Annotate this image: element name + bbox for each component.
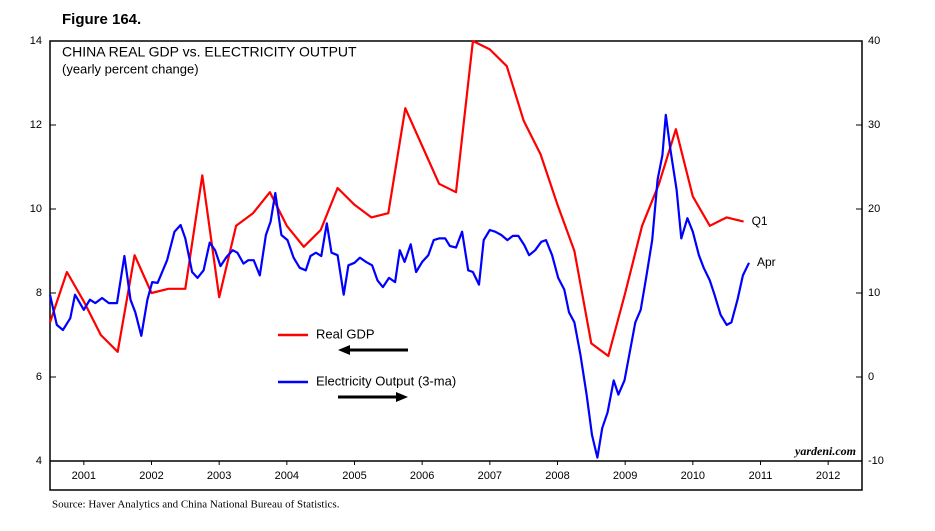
y-tick-label: 8 [36,287,42,299]
x-tick-label: 2004 [275,470,299,482]
figure-label: Figure 164. [62,11,141,28]
x-tick-label: 2012 [816,470,840,482]
plot-frame [49,40,863,491]
x-tick-label: 2010 [681,470,705,482]
chart-subtitle: (yearly percent change) [62,61,199,76]
y2-tick-label: 30 [868,119,880,131]
source-note: Source: Haver Analytics and China Nation… [52,499,340,511]
x-tick-label: 2009 [613,470,637,482]
y-tick-label: 12 [30,119,42,131]
axis-arrow-head [396,392,408,402]
end-label: Apr [757,255,776,269]
x-tick-label: 2011 [749,470,773,482]
y-tick-label: 10 [30,203,42,215]
y2-tick-label: 10 [868,287,880,299]
data-line [48,113,750,459]
y2-tick-label: 20 [868,203,880,215]
legend-label: Electricity Output (3-ma) [316,373,456,388]
y2-tick-label: 0 [868,371,874,383]
x-tick-label: 2007 [478,470,502,482]
data-line [48,39,744,358]
x-tick-label: 2003 [207,470,231,482]
x-tick-label: 2005 [342,470,366,482]
y2-tick-label: -10 [868,455,884,467]
legend-label: Real GDP [316,326,375,341]
axis-arrow-head [338,345,350,355]
x-tick-label: 2002 [139,470,163,482]
chart-title: CHINA REAL GDP vs. ELECTRICITY OUTPUT [62,44,357,60]
x-tick-label: 2008 [545,470,569,482]
y2-tick-label: 40 [868,35,880,47]
end-label: Q1 [752,214,768,228]
y-tick-label: 4 [36,455,42,467]
y-tick-label: 6 [36,371,42,383]
watermark: yardeni.com [793,444,856,458]
y-tick-label: 14 [30,35,42,47]
x-tick-label: 2001 [72,470,96,482]
x-tick-label: 2006 [410,470,434,482]
